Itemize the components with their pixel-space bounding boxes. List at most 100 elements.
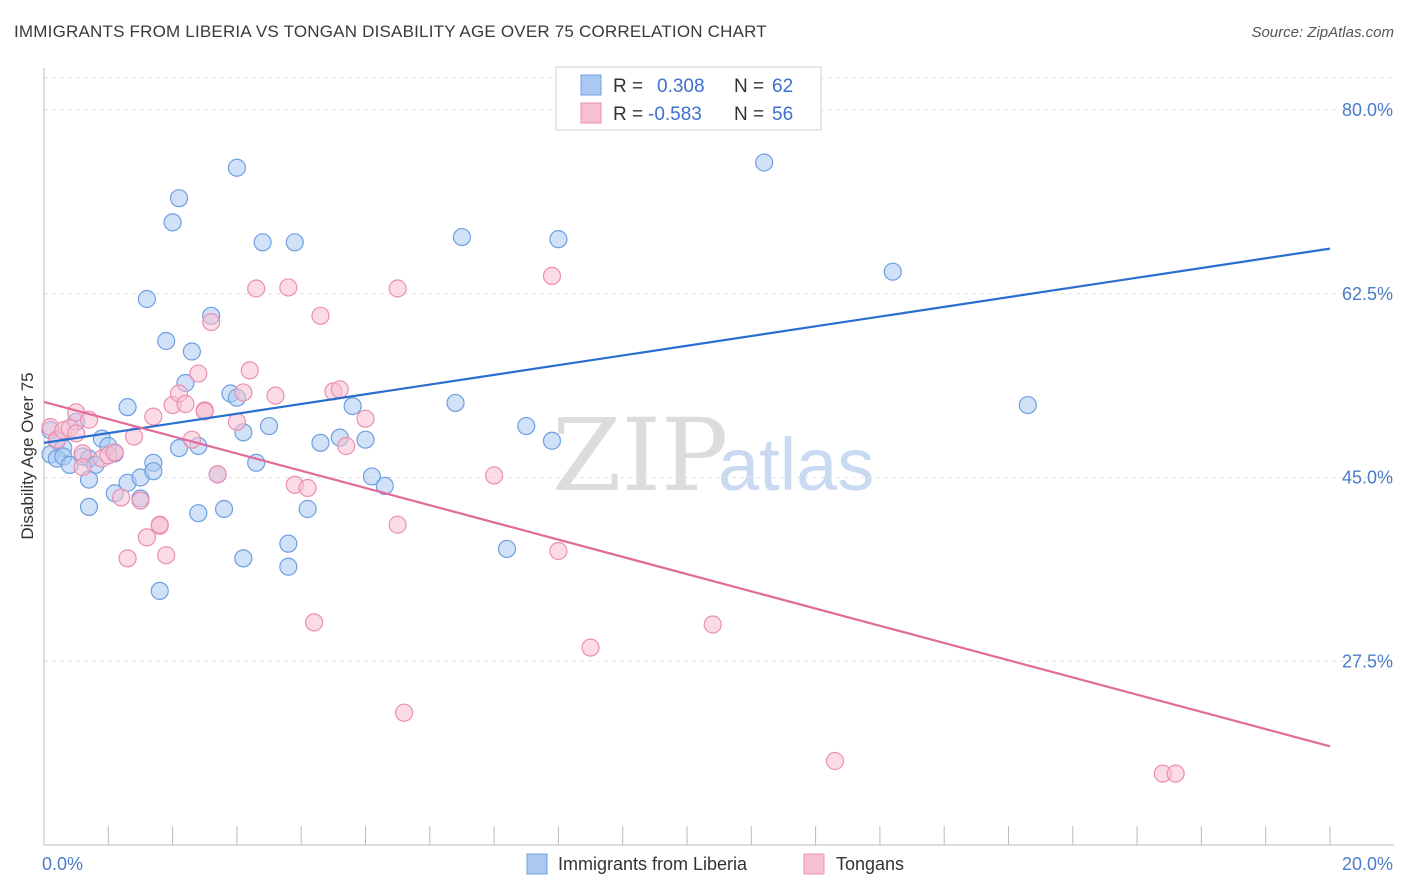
x-tick-marks — [107, 826, 1331, 845]
x-tick-label: 0.0% — [42, 854, 83, 874]
point-tongan — [105, 443, 124, 462]
bottom-legend-liberia: Immigrants from Liberia — [558, 854, 748, 874]
point-liberia — [285, 233, 304, 252]
series-legend: Immigrants from Liberia Tongans — [526, 853, 904, 875]
point-liberia — [189, 504, 208, 523]
point-liberia — [362, 467, 382, 486]
point-liberia — [755, 153, 774, 172]
point-tongan — [304, 613, 324, 632]
point-liberia — [259, 416, 279, 436]
trend-line-liberia — [43, 247, 1331, 444]
point-liberia — [227, 158, 246, 177]
watermark-zip: ZIP — [552, 397, 728, 514]
point-liberia — [542, 431, 562, 450]
x-tick-labels: 0.0% 20.0% — [42, 854, 1393, 874]
point-liberia — [137, 289, 156, 309]
point-liberia — [144, 462, 163, 481]
legend-n-value-liberia: 62 — [772, 76, 793, 97]
point-tongan — [337, 436, 356, 456]
point-tongan — [703, 615, 722, 634]
point-liberia — [497, 539, 517, 559]
point-tongan — [234, 383, 253, 402]
point-tongan — [150, 515, 169, 534]
stats-legend: R = 0.308 N = 62 R = -0.583 N = 56 — [555, 66, 822, 131]
point-liberia — [298, 499, 317, 519]
point-tongan — [388, 279, 407, 298]
point-tongan — [311, 306, 330, 325]
point-tongan — [189, 364, 208, 383]
point-tongan — [356, 409, 375, 428]
point-liberia — [1018, 395, 1037, 415]
point-tongan — [266, 386, 285, 405]
legend-r-value-tongan: -0.583 — [648, 104, 702, 125]
point-tongan — [542, 266, 562, 285]
point-liberia — [157, 331, 176, 351]
y-tick-label: 45.0% — [1342, 468, 1393, 488]
trend-line-tongan — [43, 400, 1331, 748]
point-tongan — [227, 412, 246, 431]
point-liberia — [279, 557, 298, 576]
points — [41, 153, 1185, 783]
point-tongan — [298, 478, 317, 498]
point-liberia — [343, 397, 362, 416]
legend-n-label-tongan: N = — [734, 104, 764, 125]
point-tongan — [279, 278, 298, 297]
point-tongan — [144, 407, 163, 426]
bottom-legend-tongan: Tongans — [836, 854, 904, 874]
point-liberia — [356, 430, 375, 449]
y-tick-label: 27.5% — [1342, 651, 1393, 671]
point-tongan — [388, 515, 407, 534]
legend-r-label-tongan: R = — [613, 104, 643, 125]
point-tongan — [137, 528, 156, 547]
point-liberia — [234, 549, 253, 568]
point-tongan — [118, 549, 137, 568]
legend-r-value-liberia: 0.308 — [657, 76, 705, 97]
point-tongan — [485, 466, 504, 485]
point-tongan — [240, 361, 259, 380]
point-liberia — [253, 233, 272, 252]
point-tongan — [176, 394, 195, 414]
x-tick-label: 20.0% — [1342, 854, 1393, 874]
point-liberia — [375, 476, 394, 495]
legend-swatch-liberia — [580, 74, 602, 96]
point-tongan — [394, 703, 414, 722]
point-tongan — [124, 427, 144, 446]
chart-title: IMMIGRANTS FROM LIBERIA VS TONGAN DISABI… — [14, 22, 767, 41]
trend-lines — [43, 247, 1331, 748]
legend-n-label-liberia: N = — [734, 76, 764, 97]
point-tongan — [549, 541, 568, 561]
point-liberia — [517, 416, 536, 436]
point-tongan — [330, 380, 349, 399]
point-tongan — [131, 491, 150, 510]
point-liberia — [169, 439, 189, 458]
bottom-swatch-liberia — [526, 853, 548, 875]
legend-swatch-tongan — [580, 102, 602, 124]
point-liberia — [549, 230, 568, 249]
point-tongan — [825, 751, 844, 771]
point-liberia — [163, 213, 182, 232]
point-liberia — [446, 393, 465, 413]
point-liberia — [79, 497, 99, 516]
point-tongan — [208, 465, 227, 484]
point-liberia — [883, 262, 902, 281]
point-liberia — [214, 499, 234, 519]
point-tongan — [195, 402, 214, 421]
point-liberia — [279, 534, 298, 553]
point-liberia — [311, 433, 330, 452]
legend-r-label-liberia: R = — [613, 76, 643, 97]
point-tongan — [1166, 764, 1185, 783]
y-tick-label: 62.5% — [1342, 284, 1393, 304]
point-tongan — [247, 279, 266, 298]
bottom-swatch-tongan — [803, 853, 825, 875]
point-tongan — [157, 546, 176, 565]
y-tick-label: 80.0% — [1342, 100, 1393, 120]
point-liberia — [182, 342, 201, 361]
point-tongan — [112, 488, 131, 507]
point-liberia — [169, 189, 189, 208]
point-tongan — [73, 457, 92, 477]
point-tongan — [581, 638, 600, 657]
watermark-atlas: atlas — [718, 423, 874, 506]
chart-source: Source: ZipAtlas.com — [1251, 24, 1394, 41]
point-liberia — [150, 581, 169, 601]
